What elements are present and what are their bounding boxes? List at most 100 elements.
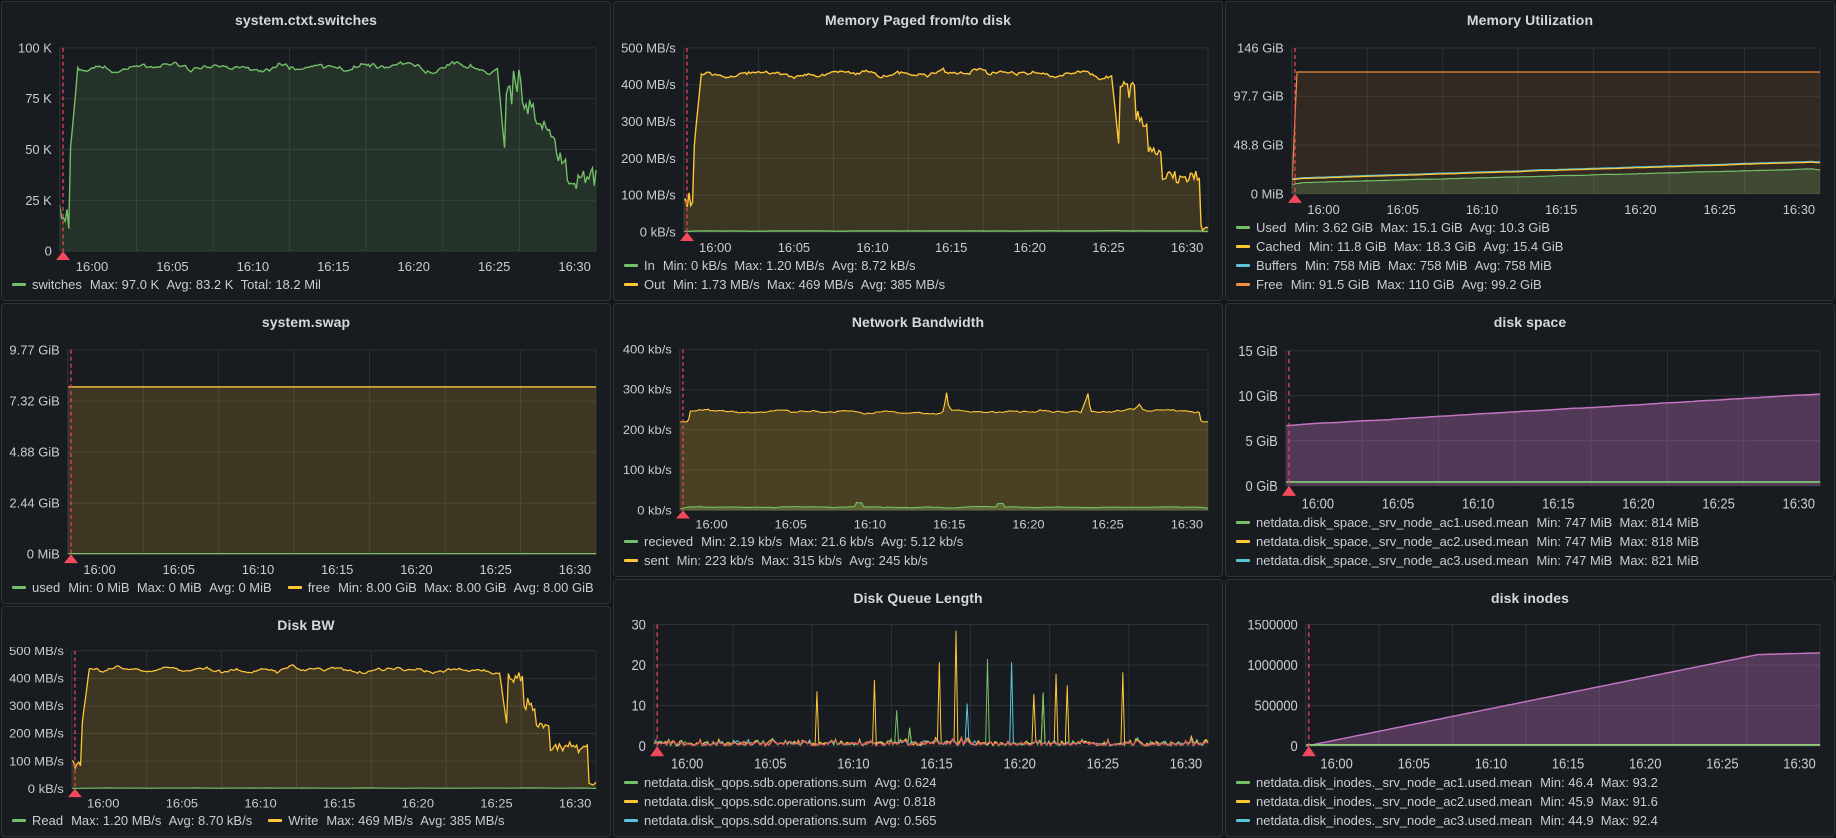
svg-text:75 K: 75 K — [25, 91, 52, 106]
svg-text:0: 0 — [45, 244, 52, 259]
svg-text:16:15: 16:15 — [323, 797, 355, 811]
svg-text:16:00: 16:00 — [695, 518, 728, 531]
svg-text:15 GiB: 15 GiB — [1238, 344, 1278, 359]
svg-text:10: 10 — [631, 697, 646, 714]
svg-text:16:10: 16:10 — [1462, 494, 1495, 511]
svg-text:16:10: 16:10 — [854, 518, 887, 531]
svg-text:0 kB/s: 0 kB/s — [28, 782, 64, 796]
svg-text:9.77 GiB: 9.77 GiB — [9, 344, 59, 357]
svg-text:16:20: 16:20 — [398, 259, 430, 274]
svg-text:0 MiB: 0 MiB — [27, 547, 60, 562]
svg-text:16:00: 16:00 — [76, 259, 108, 274]
svg-text:1500000: 1500000 — [1247, 620, 1298, 633]
svg-text:16:10: 16:10 — [856, 240, 888, 255]
svg-text:16:05: 16:05 — [166, 797, 198, 811]
svg-text:4.88 GiB: 4.88 GiB — [9, 445, 59, 460]
svg-text:300 kb/s: 300 kb/s — [623, 383, 672, 396]
svg-text:16:30: 16:30 — [1783, 755, 1816, 772]
svg-text:16:15: 16:15 — [321, 562, 353, 577]
svg-text:100 K: 100 K — [18, 42, 52, 55]
svg-text:16:05: 16:05 — [1382, 494, 1415, 511]
svg-text:16:10: 16:10 — [242, 562, 274, 577]
svg-text:16:10: 16:10 — [237, 259, 269, 274]
svg-text:0 GiB: 0 GiB — [1245, 477, 1277, 494]
svg-text:16:25: 16:25 — [1092, 240, 1124, 255]
svg-text:16:20: 16:20 — [1003, 755, 1036, 772]
svg-text:16:05: 16:05 — [778, 240, 810, 255]
svg-text:16:15: 16:15 — [920, 755, 953, 772]
svg-text:16:30: 16:30 — [559, 797, 591, 811]
svg-text:16:05: 16:05 — [754, 755, 787, 772]
svg-text:146 GiB: 146 GiB — [1237, 42, 1284, 55]
svg-text:2.44 GiB: 2.44 GiB — [9, 496, 59, 511]
svg-text:16:20: 16:20 — [1014, 240, 1046, 255]
svg-text:0: 0 — [639, 737, 646, 754]
svg-text:16:20: 16:20 — [1012, 518, 1045, 531]
svg-text:16:25: 16:25 — [1087, 755, 1120, 772]
svg-text:16:10: 16:10 — [837, 755, 870, 772]
svg-text:0 kB/s: 0 kB/s — [640, 225, 676, 240]
svg-text:0: 0 — [1291, 737, 1298, 754]
svg-text:16:20: 16:20 — [1624, 202, 1656, 217]
svg-text:500 MB/s: 500 MB/s — [621, 42, 676, 55]
svg-text:500 MB/s: 500 MB/s — [9, 647, 64, 658]
svg-text:400 MB/s: 400 MB/s — [621, 77, 676, 92]
svg-text:16:00: 16:00 — [1320, 755, 1353, 772]
svg-text:16:25: 16:25 — [480, 797, 512, 811]
svg-text:5 GiB: 5 GiB — [1245, 432, 1277, 449]
svg-text:16:20: 16:20 — [402, 797, 434, 811]
svg-text:16:00: 16:00 — [699, 240, 731, 255]
svg-text:16:20: 16:20 — [400, 562, 432, 577]
svg-text:16:05: 16:05 — [1398, 755, 1431, 772]
svg-text:16:25: 16:25 — [1703, 202, 1735, 217]
svg-text:0 MiB: 0 MiB — [1251, 186, 1284, 201]
svg-text:16:00: 16:00 — [1307, 202, 1339, 217]
svg-text:16:15: 16:15 — [317, 259, 349, 274]
svg-text:16:05: 16:05 — [163, 562, 195, 577]
svg-text:100 MB/s: 100 MB/s — [9, 754, 64, 768]
svg-text:200 MB/s: 200 MB/s — [621, 151, 676, 166]
svg-text:16:05: 16:05 — [156, 259, 188, 274]
svg-text:400 MB/s: 400 MB/s — [9, 672, 64, 686]
svg-text:16:25: 16:25 — [1702, 494, 1735, 511]
svg-text:500000: 500000 — [1255, 697, 1299, 714]
svg-text:200 MB/s: 200 MB/s — [9, 727, 64, 741]
svg-text:16:30: 16:30 — [1783, 202, 1815, 217]
svg-text:30: 30 — [631, 620, 646, 633]
svg-text:7.32 GiB: 7.32 GiB — [9, 394, 59, 409]
svg-text:16:15: 16:15 — [1545, 202, 1577, 217]
svg-text:16:05: 16:05 — [775, 518, 808, 531]
svg-text:48.8 GiB: 48.8 GiB — [1233, 138, 1283, 153]
svg-text:0 kb/s: 0 kb/s — [637, 504, 672, 517]
svg-text:10 GiB: 10 GiB — [1238, 387, 1278, 404]
svg-text:16:00: 16:00 — [87, 797, 119, 811]
svg-text:16:25: 16:25 — [478, 259, 510, 274]
svg-text:20: 20 — [631, 656, 646, 673]
svg-text:50 K: 50 K — [25, 142, 52, 157]
svg-text:16:30: 16:30 — [1171, 240, 1203, 255]
svg-text:400 kb/s: 400 kb/s — [623, 344, 672, 356]
svg-text:16:30: 16:30 — [558, 259, 590, 274]
svg-text:97.7 GiB: 97.7 GiB — [1233, 89, 1283, 104]
svg-text:16:00: 16:00 — [671, 755, 704, 772]
svg-text:300 MB/s: 300 MB/s — [9, 699, 64, 713]
svg-text:200 kb/s: 200 kb/s — [623, 423, 672, 436]
svg-text:16:15: 16:15 — [933, 518, 966, 531]
svg-text:300 MB/s: 300 MB/s — [621, 114, 676, 129]
svg-text:25 K: 25 K — [25, 193, 52, 208]
svg-text:16:20: 16:20 — [1622, 494, 1655, 511]
svg-text:16:30: 16:30 — [1170, 755, 1203, 772]
svg-text:16:25: 16:25 — [1091, 518, 1124, 531]
svg-text:16:15: 16:15 — [935, 240, 967, 255]
svg-text:16:25: 16:25 — [1706, 755, 1739, 772]
svg-text:100 MB/s: 100 MB/s — [621, 188, 676, 203]
svg-text:16:25: 16:25 — [479, 562, 511, 577]
svg-text:16:00: 16:00 — [1302, 494, 1335, 511]
svg-text:16:15: 16:15 — [1552, 755, 1585, 772]
svg-text:16:10: 16:10 — [1466, 202, 1498, 217]
svg-text:16:10: 16:10 — [244, 797, 276, 811]
svg-text:16:05: 16:05 — [1387, 202, 1419, 217]
svg-text:16:30: 16:30 — [1171, 518, 1204, 531]
svg-text:16:15: 16:15 — [1542, 494, 1575, 511]
svg-text:100 kb/s: 100 kb/s — [623, 464, 672, 477]
